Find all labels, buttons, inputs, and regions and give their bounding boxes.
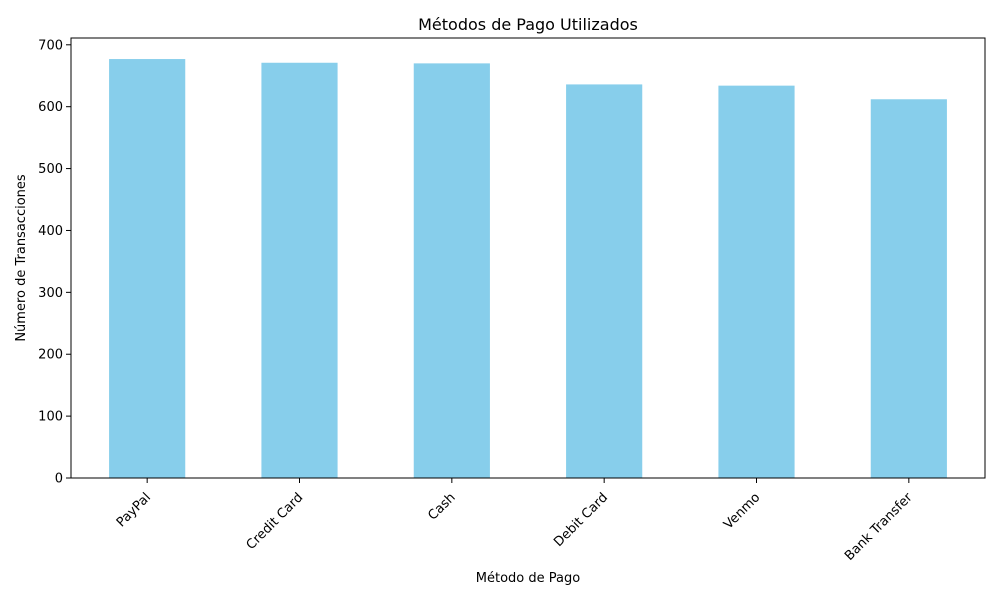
bars — [109, 59, 947, 479]
y-tick-label: 200 — [38, 348, 63, 363]
bar — [566, 84, 643, 478]
plot-frame — [70, 37, 986, 479]
bar — [870, 99, 947, 479]
y-tick-label: 500 — [38, 162, 63, 177]
x-axis-ticks: PayPal Credit Card Cash Debit Card Venmo Bank… — [114, 478, 916, 564]
y-axis-ticks: 0 100 200 300 400 500 600 700 — [38, 38, 71, 487]
bar — [718, 85, 795, 479]
y-axis-label: Número de Transacciones — [14, 174, 29, 342]
y-tick-label: 0 — [55, 472, 63, 487]
x-tick-label: PayPal — [114, 490, 154, 530]
bar — [261, 62, 338, 478]
x-tick-label: Bank Transfer — [842, 490, 916, 564]
bar — [109, 59, 186, 479]
y-tick-label: 700 — [38, 38, 63, 53]
y-tick-label: 300 — [38, 286, 63, 301]
x-tick-label: Credit Card — [244, 490, 307, 553]
x-tick-label: Cash — [425, 490, 458, 523]
chart-title: Métodos de Pago Utilizados — [418, 15, 638, 34]
y-tick-label: 600 — [38, 100, 63, 115]
x-tick-label: Debit Card — [551, 490, 611, 550]
x-tick-label: Venmo — [721, 490, 763, 532]
bar — [413, 63, 490, 479]
x-axis-label: Método de Pago — [476, 571, 580, 586]
y-tick-label: 100 — [38, 410, 63, 425]
y-tick-label: 400 — [38, 224, 63, 239]
